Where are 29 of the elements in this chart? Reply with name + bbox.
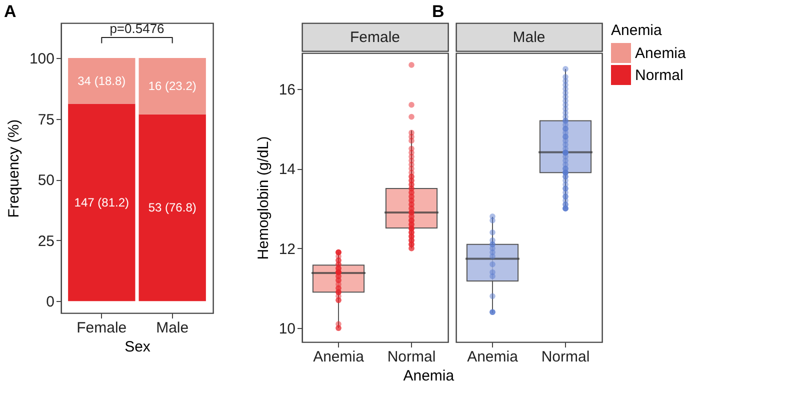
- y-tick-label: 100: [29, 50, 54, 68]
- y-tick-label: 0: [46, 294, 54, 311]
- x-tick-label: Normal: [541, 348, 590, 366]
- y-tick-label: 25: [38, 232, 54, 250]
- data-label: 34 (18.8): [78, 74, 126, 88]
- data-label: 16 (23.2): [148, 79, 196, 94]
- x-axis-title: Sex: [124, 338, 151, 356]
- y-tick-label: 12: [278, 240, 296, 258]
- y-tick-label: 16: [278, 81, 296, 98]
- chart-title: Female: [350, 29, 400, 46]
- x-tick-label: Anemia: [467, 348, 519, 366]
- y-axis-title: Hemoglobin (g/dL): [254, 136, 272, 260]
- y-tick-label: 14: [278, 161, 296, 178]
- text: A: [4, 2, 16, 22]
- annotation: p=0.5476: [110, 21, 164, 36]
- x-axis-title: Anemia: [403, 368, 455, 385]
- y-tick-label: 75: [38, 111, 54, 128]
- x-tick-label: Anemia: [313, 348, 365, 366]
- legend-title: Anemia: [611, 22, 663, 39]
- data-label: 53 (76.8): [148, 200, 196, 215]
- text: B: [432, 2, 444, 22]
- legend-label: Anemia: [635, 45, 687, 62]
- data-label: 147 (81.2): [74, 195, 130, 210]
- y-tick-label: 10: [278, 320, 296, 338]
- x-tick-label: Normal: [387, 348, 436, 366]
- chart-title: Male: [512, 29, 546, 46]
- y-axis-title: Frequency (%): [5, 119, 22, 218]
- legend-label: Normal: [635, 67, 684, 84]
- y-tick-label: 50: [38, 172, 54, 190]
